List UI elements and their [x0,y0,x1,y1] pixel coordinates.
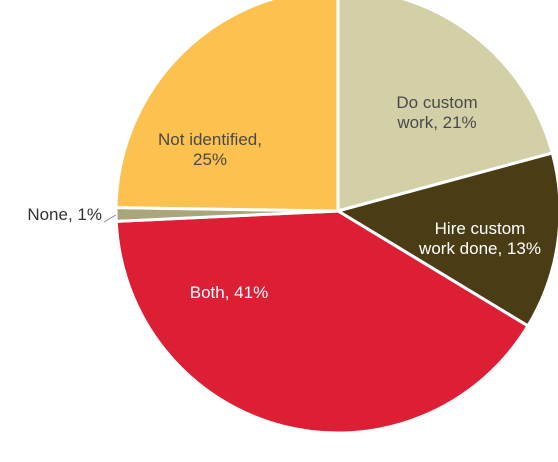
pie-slice-do-custom-work [336,0,554,213]
pie-slice-both [114,209,530,435]
slice-label-line: Do custom [396,93,477,112]
slice-label-do-custom-work: Do custom work, 21% [396,93,477,132]
leader-line-none [103,214,117,223]
slice-label-both: Both, 41% [190,283,268,302]
slice-label-line: Both, 41% [190,283,268,302]
slice-label-line: 25% [193,150,227,169]
pie-labels: Do custom work, 21% Hire custom work done, … [27,93,541,302]
slice-label-not-identified: Not identified, 25% [158,130,262,169]
pie-slices [114,0,558,435]
slice-label-line: work done, 13% [418,239,541,258]
slice-label-line: Hire custom [435,219,526,238]
pie-slice-not-identified [114,0,340,213]
slice-label-line: work, 21% [396,113,476,132]
slice-label-hire-custom-work-done: Hire custom work done, 13% [418,219,541,258]
slice-label-line: None, 1% [27,205,102,224]
slice-label-none: None, 1% [27,205,102,224]
slice-label-line: Not identified, [158,130,262,149]
